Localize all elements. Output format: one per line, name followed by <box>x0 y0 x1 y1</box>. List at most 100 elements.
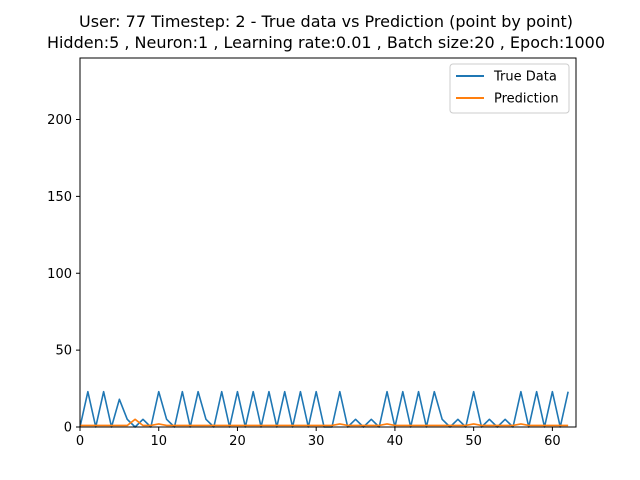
data-point-prediction <box>245 425 247 427</box>
data-point-true-data <box>221 391 223 393</box>
data-point-prediction <box>126 425 128 427</box>
data-point-prediction <box>371 425 373 427</box>
y-axis: 0 50 100 150 200 <box>47 113 80 436</box>
data-point-prediction <box>213 425 215 427</box>
data-point-prediction <box>300 425 302 427</box>
data-point-true-data <box>284 391 286 393</box>
data-point-true-data <box>315 391 317 393</box>
data-point-prediction <box>339 423 341 425</box>
data-point-true-data <box>371 419 373 421</box>
y-tick-label: 0 <box>64 421 72 436</box>
data-point-true-data <box>166 419 168 421</box>
data-point-prediction <box>363 425 365 427</box>
plot-area <box>79 390 569 428</box>
data-point-true-data <box>473 391 475 393</box>
data-point-prediction <box>496 425 498 427</box>
legend-label-true-data: True Data <box>493 70 557 85</box>
data-point-prediction <box>205 425 207 427</box>
data-point-true-data <box>552 391 554 393</box>
data-point-prediction <box>426 425 428 427</box>
data-point-prediction <box>504 425 506 427</box>
data-point-prediction <box>221 425 223 427</box>
data-point-true-data <box>252 391 254 393</box>
data-point-true-data <box>103 391 105 393</box>
data-point-prediction <box>433 425 435 427</box>
data-point-prediction <box>229 425 231 427</box>
chart-title-line-1: User: 77 Timestep: 2 - True data vs Pred… <box>79 12 573 31</box>
data-point-prediction <box>158 423 160 425</box>
data-point-prediction <box>252 425 254 427</box>
data-point-prediction <box>347 425 349 427</box>
data-point-true-data <box>126 419 128 421</box>
x-tick-label: 60 <box>544 434 561 449</box>
x-axis: 0 10 20 30 40 50 60 <box>76 427 561 449</box>
data-point-true-data <box>457 419 459 421</box>
data-point-prediction <box>189 425 191 427</box>
series-line-true-data <box>79 390 569 428</box>
data-point-prediction <box>355 425 357 427</box>
data-point-prediction <box>308 425 310 427</box>
y-tick-label: 50 <box>55 344 72 359</box>
data-point-prediction <box>268 425 270 427</box>
data-point-prediction <box>544 425 546 427</box>
data-point-prediction <box>134 419 136 421</box>
data-point-true-data <box>339 391 341 393</box>
data-point-prediction <box>512 425 514 427</box>
data-point-true-data <box>504 419 506 421</box>
legend: True Data Prediction <box>449 63 570 114</box>
y-tick-label: 200 <box>47 113 72 128</box>
data-point-prediction <box>481 425 483 427</box>
data-point-true-data <box>386 391 388 393</box>
x-tick-label: 0 <box>76 434 84 449</box>
data-point-true-data <box>300 391 302 393</box>
data-point-prediction <box>182 425 184 427</box>
data-point-prediction <box>394 425 396 427</box>
data-point-true-data <box>520 391 522 393</box>
y-tick-label: 150 <box>47 190 72 205</box>
data-point-prediction <box>119 425 121 427</box>
data-point-true-data <box>119 399 121 401</box>
data-point-true-data <box>433 391 435 393</box>
data-point-true-data <box>489 419 491 421</box>
data-point-true-data <box>418 391 420 393</box>
data-point-prediction <box>473 423 475 425</box>
data-point-true-data <box>441 419 443 421</box>
data-point-prediction <box>559 425 561 427</box>
data-point-prediction <box>237 425 239 427</box>
data-point-prediction <box>315 425 317 427</box>
data-point-true-data <box>237 391 239 393</box>
data-point-prediction <box>95 425 97 427</box>
data-point-prediction <box>449 425 451 427</box>
data-point-true-data <box>402 391 404 393</box>
data-point-prediction <box>465 425 467 427</box>
data-point-prediction <box>103 425 105 427</box>
data-point-prediction <box>292 425 294 427</box>
data-point-true-data <box>205 419 207 421</box>
series-line-prediction <box>80 418 569 427</box>
x-tick-label: 30 <box>308 434 325 449</box>
data-point-prediction <box>386 423 388 425</box>
data-point-prediction <box>441 425 443 427</box>
data-point-prediction <box>410 425 412 427</box>
data-point-prediction <box>489 425 491 427</box>
x-tick-label: 20 <box>229 434 246 449</box>
data-point-prediction <box>402 425 404 427</box>
data-point-true-data <box>142 419 144 421</box>
data-point-true-data <box>158 391 160 393</box>
data-point-prediction <box>528 425 530 427</box>
data-point-prediction <box>166 425 168 427</box>
data-point-true-data <box>536 391 538 393</box>
data-point-prediction <box>520 423 522 425</box>
data-point-true-data <box>567 391 569 393</box>
data-point-prediction <box>87 425 89 427</box>
y-tick-label: 100 <box>47 267 72 282</box>
x-tick-label: 10 <box>150 434 167 449</box>
data-point-prediction <box>378 425 380 427</box>
x-tick-label: 40 <box>387 434 404 449</box>
data-point-prediction <box>457 425 459 427</box>
data-point-true-data <box>268 391 270 393</box>
data-point-prediction <box>197 425 199 427</box>
data-point-prediction <box>323 425 325 427</box>
data-point-prediction <box>536 425 538 427</box>
